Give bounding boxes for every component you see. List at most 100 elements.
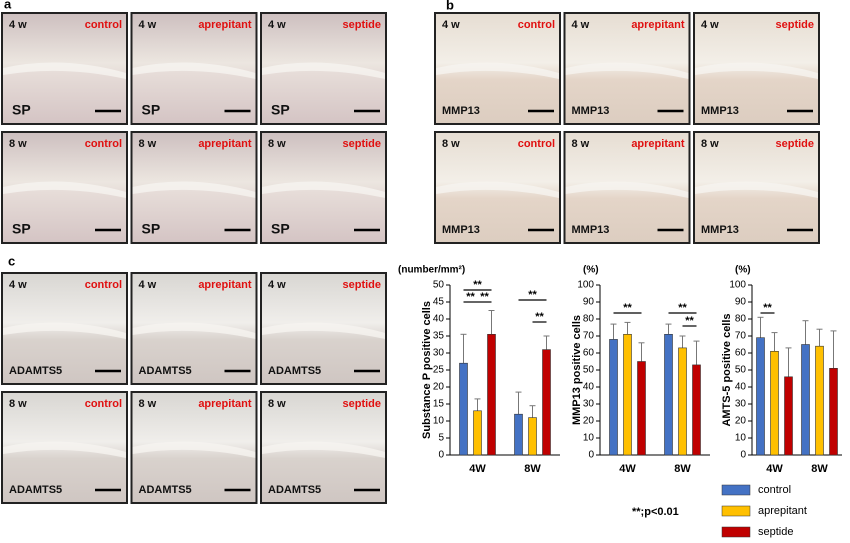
tissue-gap [565,62,689,79]
y-tick-label: 80 [583,314,595,325]
y-tick-label: 40 [583,382,595,393]
marker-label: MMP13 [572,105,610,117]
marker-label: SP [12,221,31,237]
tissue-gap [3,441,126,458]
y-tick-label: 50 [433,280,445,291]
marker-label: ADAMTS5 [9,484,62,496]
y-axis-label: MMP13 positive cells [571,315,583,425]
bar [487,333,496,456]
condition-label: control [85,398,122,410]
tissue-gap [262,181,385,198]
significance-note: **;p<0.01 [632,506,679,518]
marker-label: SP [271,102,290,118]
marker-label: MMP13 [701,224,739,236]
significance-label: ** [466,291,475,303]
bar [528,417,537,456]
bar [473,410,482,456]
bar [692,364,701,456]
significance-label: ** [685,315,694,327]
significance-label: ** [480,291,489,303]
bar [801,344,810,456]
y-axis-label: AMTS-5 positive cells [721,313,733,426]
legend-swatch [721,505,751,517]
y-tick-label: 50 [583,365,595,376]
tissue-gap [132,441,256,458]
time-label: 4 w [268,279,286,291]
condition-label: control [85,279,122,291]
x-tick-label: 8W [674,463,691,475]
unit-label: (%) [583,265,599,276]
time-label: 8 w [9,138,27,150]
x-tick-label: 8W [811,463,828,475]
y-tick-label: 20 [583,416,595,427]
marker-label: ADAMTS5 [139,484,192,496]
panel-label: c [8,253,15,268]
y-tick-label: 35 [433,331,445,342]
tissue-gap [262,441,385,458]
legend-label: aprepitant [758,505,807,517]
y-tick-label: 60 [735,348,747,359]
legend-swatch [721,484,751,496]
bar [637,361,646,456]
marker-label: SP [142,102,161,118]
time-label: 4 w [139,279,157,291]
significance-label: ** [623,302,632,314]
significance-label: ** [678,302,687,314]
marker-label: ADAMTS5 [9,365,62,377]
condition-label: control [85,19,122,31]
time-label: 8 w [701,138,719,150]
tissue-gap [262,62,385,79]
panel-label: b [446,0,454,12]
marker-label: SP [12,102,31,118]
condition-label: control [85,138,122,150]
time-label: 4 w [572,19,590,31]
y-tick-label: 0 [740,450,746,461]
y-tick-label: 70 [735,331,747,342]
y-tick-label: 0 [438,450,444,461]
significance-label: ** [528,289,537,301]
x-tick-label: 4W [469,463,486,475]
marker-label: SP [142,221,161,237]
bar [829,367,838,456]
tissue-gap [3,322,126,339]
y-tick-label: 60 [583,348,595,359]
bar [514,413,523,456]
tissue-gap [565,181,689,198]
condition-label: aprepitant [198,398,252,410]
tissue-gap [695,62,818,79]
condition-label: aprepitant [198,19,252,31]
tissue-gap [3,62,126,79]
bar [815,345,824,456]
panel-label: a [4,0,12,11]
significance-label: ** [535,311,544,323]
condition-label: control [518,19,555,31]
legend-label: control [758,484,791,496]
condition-label: septide [775,19,814,31]
y-tick-label: 50 [735,365,747,376]
y-tick-label: 0 [588,450,594,461]
significance-label: ** [473,279,482,291]
bar [542,349,551,456]
tissue-gap [695,181,818,198]
y-tick-label: 100 [577,280,594,291]
condition-label: aprepitant [198,279,252,291]
y-tick-label: 80 [735,314,747,325]
condition-label: aprepitant [631,19,685,31]
time-label: 8 w [268,138,286,150]
time-label: 8 w [442,138,460,150]
time-label: 4 w [9,279,27,291]
time-label: 8 w [572,138,590,150]
legend-swatch [721,526,751,538]
y-tick-label: 40 [433,314,445,325]
bar [770,350,779,456]
y-axis-label: Substance P positive cells [421,301,433,439]
time-label: 8 w [139,138,157,150]
y-tick-label: 40 [735,382,747,393]
tissue-gap [436,181,559,198]
condition-label: septide [342,19,381,31]
time-label: 8 w [9,398,27,410]
y-tick-label: 30 [583,399,595,410]
y-tick-label: 100 [729,280,746,291]
marker-label: MMP13 [442,224,480,236]
time-label: 4 w [701,19,719,31]
